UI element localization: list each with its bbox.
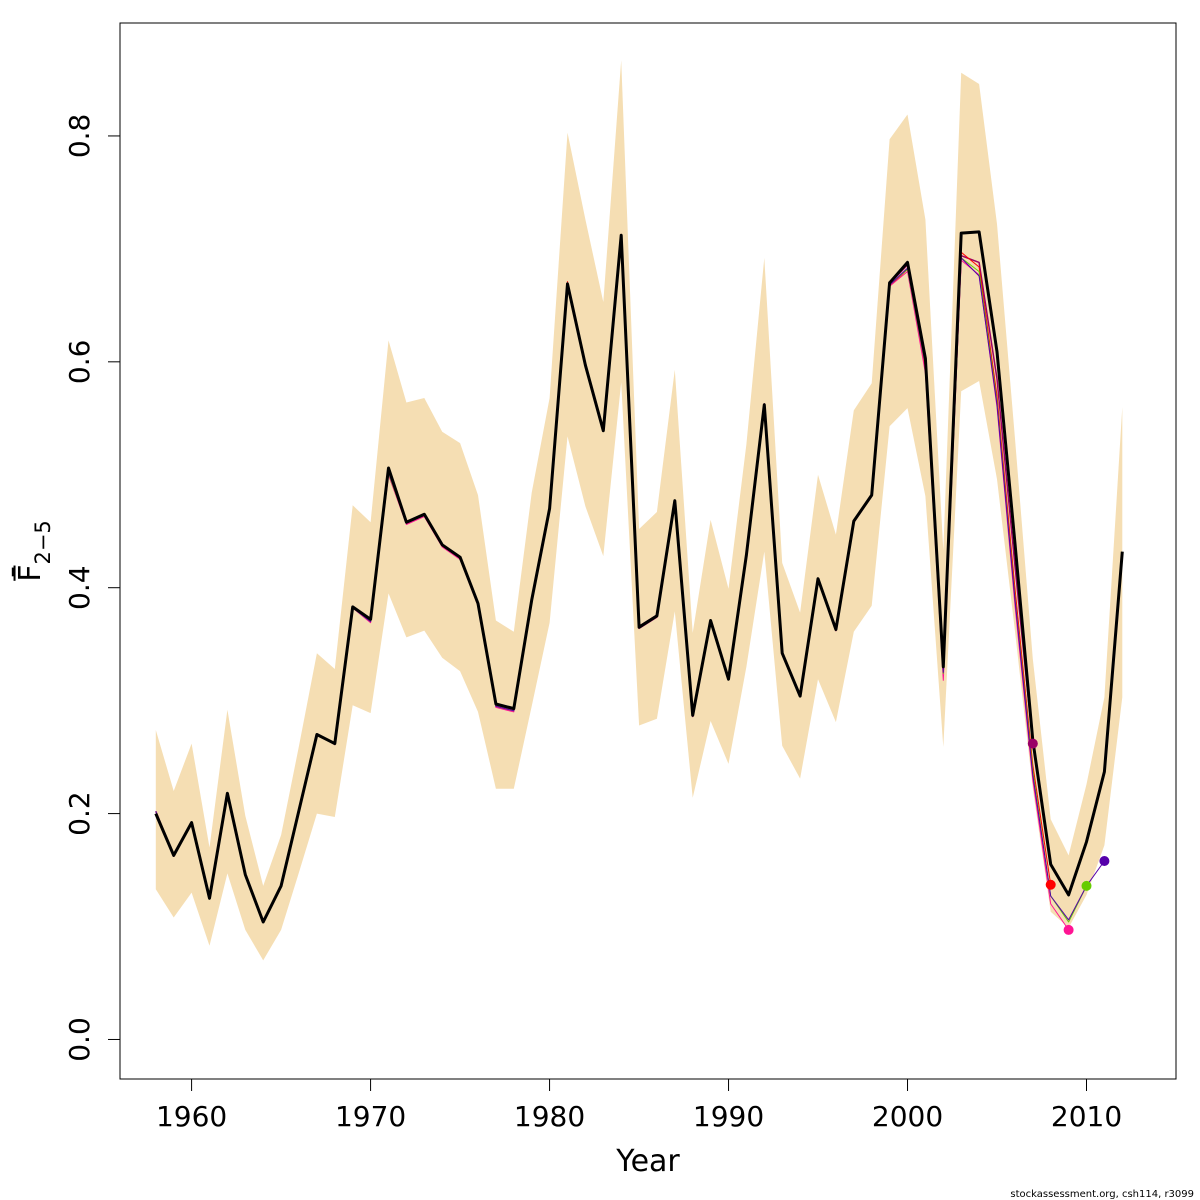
x-tick-label: 1970 <box>335 1100 406 1133</box>
y-tick-label: 0.0 <box>63 1017 96 1062</box>
y-tick-label: 0.4 <box>63 565 96 610</box>
x-axis: 1960 1970 1980 1990 2000 2010 <box>156 1078 1122 1133</box>
x-tick-label: 2010 <box>1051 1100 1122 1133</box>
marker-2009 <box>1063 924 1074 935</box>
x-tick-label: 1980 <box>514 1100 585 1133</box>
y-axis-title: F̄2−5 <box>12 520 55 582</box>
x-axis-title: Year <box>615 1144 680 1179</box>
confidence-band-layer <box>155 60 1123 961</box>
confidence-band <box>155 60 1123 961</box>
marker-2008 <box>1045 879 1056 890</box>
y-axis-title-main: F̄ <box>12 565 48 582</box>
y-axis: 0.0 0.2 0.4 0.6 0.8 <box>63 114 121 1062</box>
x-tick-label: 1960 <box>156 1100 227 1133</box>
footer-credit: stockassessment.org, csh114, r3099 <box>1010 1189 1194 1200</box>
svg-text:F̄2−5: F̄2−5 <box>12 520 55 582</box>
y-tick-label: 0.2 <box>63 791 96 836</box>
y-tick-label: 0.8 <box>63 114 96 159</box>
marker-layer <box>1027 738 1110 935</box>
y-axis-title-subscript: 2−5 <box>31 520 55 564</box>
x-tick-label: 1990 <box>693 1100 764 1133</box>
series-current-assessment <box>154 230 1124 924</box>
marker-2010 <box>1081 880 1092 891</box>
marker-2011 <box>1099 856 1110 867</box>
x-tick-label: 2000 <box>872 1100 943 1133</box>
marker-2007 <box>1027 738 1038 749</box>
series-layer <box>154 230 1124 931</box>
y-tick-label: 0.6 <box>63 340 96 385</box>
